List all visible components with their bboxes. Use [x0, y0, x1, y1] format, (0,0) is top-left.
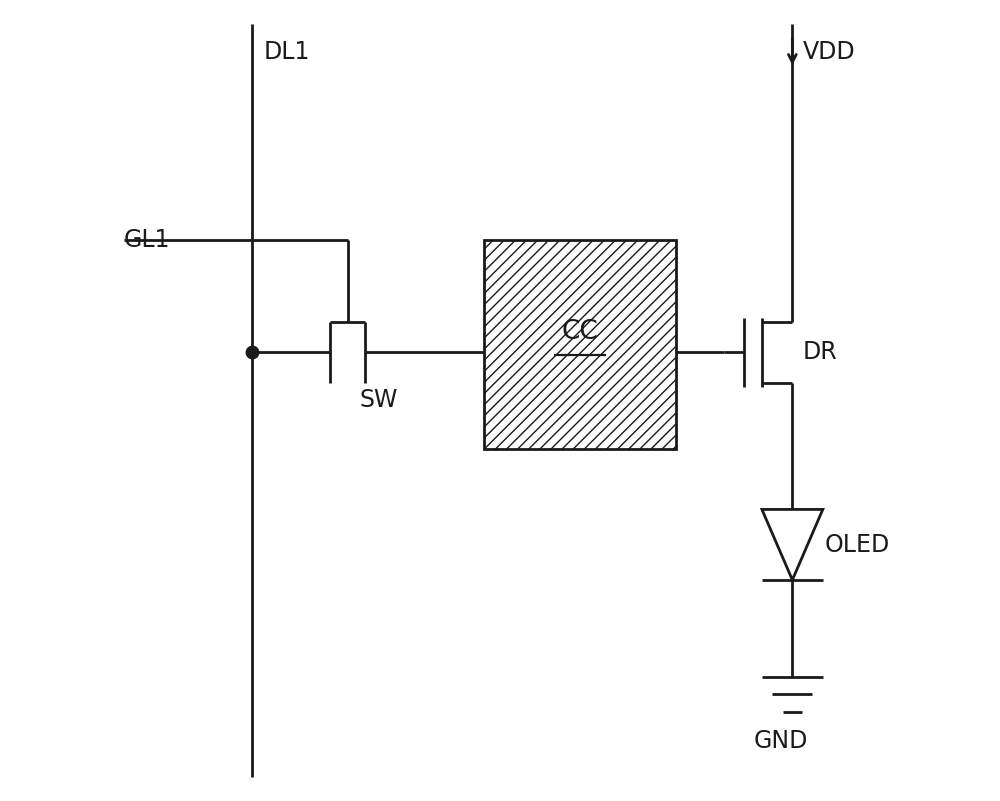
Text: GL1: GL1	[124, 228, 170, 252]
Text: DR: DR	[803, 340, 838, 364]
Text: CC: CC	[562, 320, 598, 345]
Polygon shape	[762, 509, 823, 580]
Text: VDD: VDD	[803, 40, 855, 64]
Text: OLED: OLED	[824, 533, 890, 557]
Text: SW: SW	[360, 388, 398, 413]
Bar	[484, 240, 676, 449]
Text: GND: GND	[753, 729, 808, 753]
Bar	[484, 240, 676, 449]
Text: DL1: DL1	[264, 40, 310, 64]
